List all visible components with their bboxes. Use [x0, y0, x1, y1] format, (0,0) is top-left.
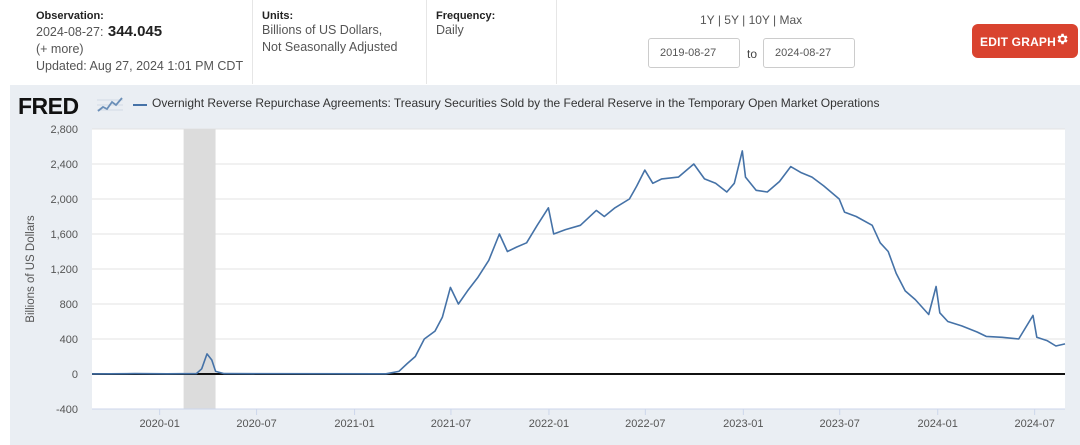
range-separator: | [717, 13, 721, 27]
range-separator: | [742, 13, 746, 27]
x-tick-label: 2024-07 [1014, 418, 1054, 430]
observation-panel: Observation: 2024-08-27: 344.045 (+ more… [0, 0, 253, 84]
frequency-panel: Frequency: Daily [427, 0, 557, 84]
gear-icon [1057, 33, 1068, 45]
observation-line: 2024-08-27: 344.045 [36, 23, 162, 41]
x-tick-label: 2023-01 [723, 418, 763, 430]
y-tick-label: 400 [60, 334, 78, 346]
frequency-label: Frequency: [436, 10, 496, 22]
y-tick-label: 2,400 [50, 159, 78, 171]
x-tick-label: 2023-07 [820, 418, 860, 430]
x-tick-label: 2022-01 [529, 418, 569, 430]
y-tick-label: 800 [60, 299, 78, 311]
units-line1: Billions of US Dollars, [262, 23, 383, 37]
range-10y[interactable]: 10Y [748, 13, 770, 27]
date-to-label: to [747, 47, 758, 61]
x-tick-label: 2021-07 [431, 418, 471, 430]
units-line2: Not Seasonally Adjusted [262, 40, 398, 54]
y-tick-label: 1,200 [50, 264, 78, 276]
start-date-input[interactable]: 2019-08-27 [648, 38, 740, 68]
recession-shading [183, 129, 216, 409]
y-tick-label: 0 [72, 369, 78, 381]
info-header: Observation: 2024-08-27: 344.045 (+ more… [0, 0, 1080, 84]
x-tick-label: 2022-07 [625, 418, 665, 430]
edit-graph-button[interactable]: EDIT GRAPH [972, 24, 1078, 58]
y-tick-label: -400 [56, 404, 78, 416]
edit-graph-label: EDIT GRAPH [980, 35, 1057, 49]
range-separator: | [773, 13, 777, 27]
y-tick-label: 2,000 [50, 194, 78, 206]
more-link[interactable]: (+ more) [36, 42, 84, 56]
x-tick-label: 2020-07 [236, 418, 276, 430]
chart-svg: 2,800 2,400 2,000 1,600 1,200 800 400 0 -400 202… [25, 124, 1066, 430]
units-label: Units: [262, 10, 294, 22]
y-tick-label: 1,600 [50, 229, 78, 241]
end-date-input[interactable]: 2024-08-27 [763, 38, 855, 68]
x-tick-label: 2024-01 [918, 418, 958, 430]
range-1y[interactable]: 1Y [700, 13, 715, 27]
x-tick-label: 2021-01 [334, 418, 374, 430]
fred-chart-logo-icon [96, 95, 124, 115]
legend-series-swatch [133, 104, 147, 106]
observation-date: 2024-08-27: [36, 25, 104, 39]
frequency-value: Daily [436, 23, 464, 37]
fred-logo: FRED [18, 93, 79, 119]
legend-series-name[interactable]: Overnight Reverse Repurchase Agreements:… [152, 96, 880, 110]
chart-panel: 2,800 2,400 2,000 1,600 1,200 800 400 0 -400 202… [10, 85, 1080, 445]
observation-label: Observation: [36, 10, 104, 22]
range-max[interactable]: Max [779, 13, 803, 27]
x-tick-label: 2020-01 [139, 418, 179, 430]
series-line-0 [91, 150, 1066, 375]
range-5y[interactable]: 5Y [724, 13, 739, 27]
y-axis-label: Billions of US Dollars [25, 215, 37, 323]
y-tick-label: 2,800 [50, 124, 78, 136]
updated-text: Updated: Aug 27, 2024 1:01 PM CDT [36, 59, 244, 73]
quick-range-selector: 1Y | 5Y | 10Y | Max [700, 13, 802, 27]
observation-value: 344.045 [107, 23, 163, 40]
units-panel: Units: Billions of US Dollars, Not Seaso… [253, 0, 427, 84]
